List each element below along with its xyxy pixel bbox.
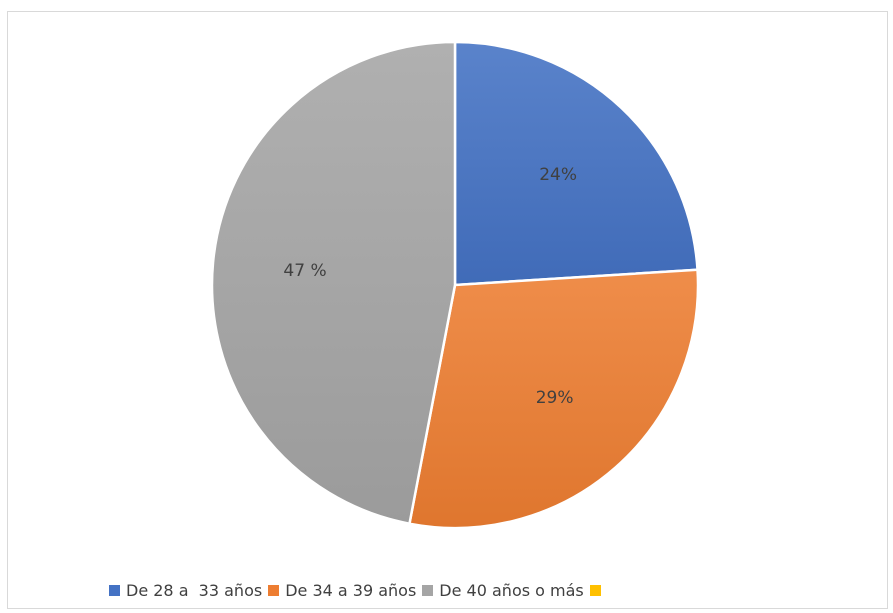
legend-swatch-34-39: [268, 584, 280, 596]
slice-40-plus: [210, 40, 457, 525]
legend-item-34-39: De 34 a 39 años: [268, 581, 416, 600]
legend-item-28-33: De 28 a 33 años: [109, 581, 262, 600]
slice-28-33: [453, 40, 699, 287]
legend-item-empty: [589, 584, 607, 596]
legend: De 28 a 33 años De 34 a 39 años De 40 añ…: [109, 577, 613, 603]
slice-label-28-33: 24%: [539, 165, 577, 185]
legend-swatch-28-33: [109, 584, 120, 596]
legend-swatch-40-plus: [422, 584, 434, 596]
legend-label-28-33: De 28 a 33 años: [126, 580, 263, 600]
legend-swatch-empty: [589, 584, 601, 596]
legend-label-40-plus: De 40 años o más: [439, 580, 584, 600]
legend-label-34-39: De 34 a 39 años: [285, 580, 417, 600]
slice-label-34-39: 29%: [536, 388, 574, 408]
slice-34-39: [408, 268, 700, 530]
slice-label-40-plus: 47 %: [283, 261, 326, 281]
legend-item-40-plus: De 40 años o más: [422, 580, 584, 600]
